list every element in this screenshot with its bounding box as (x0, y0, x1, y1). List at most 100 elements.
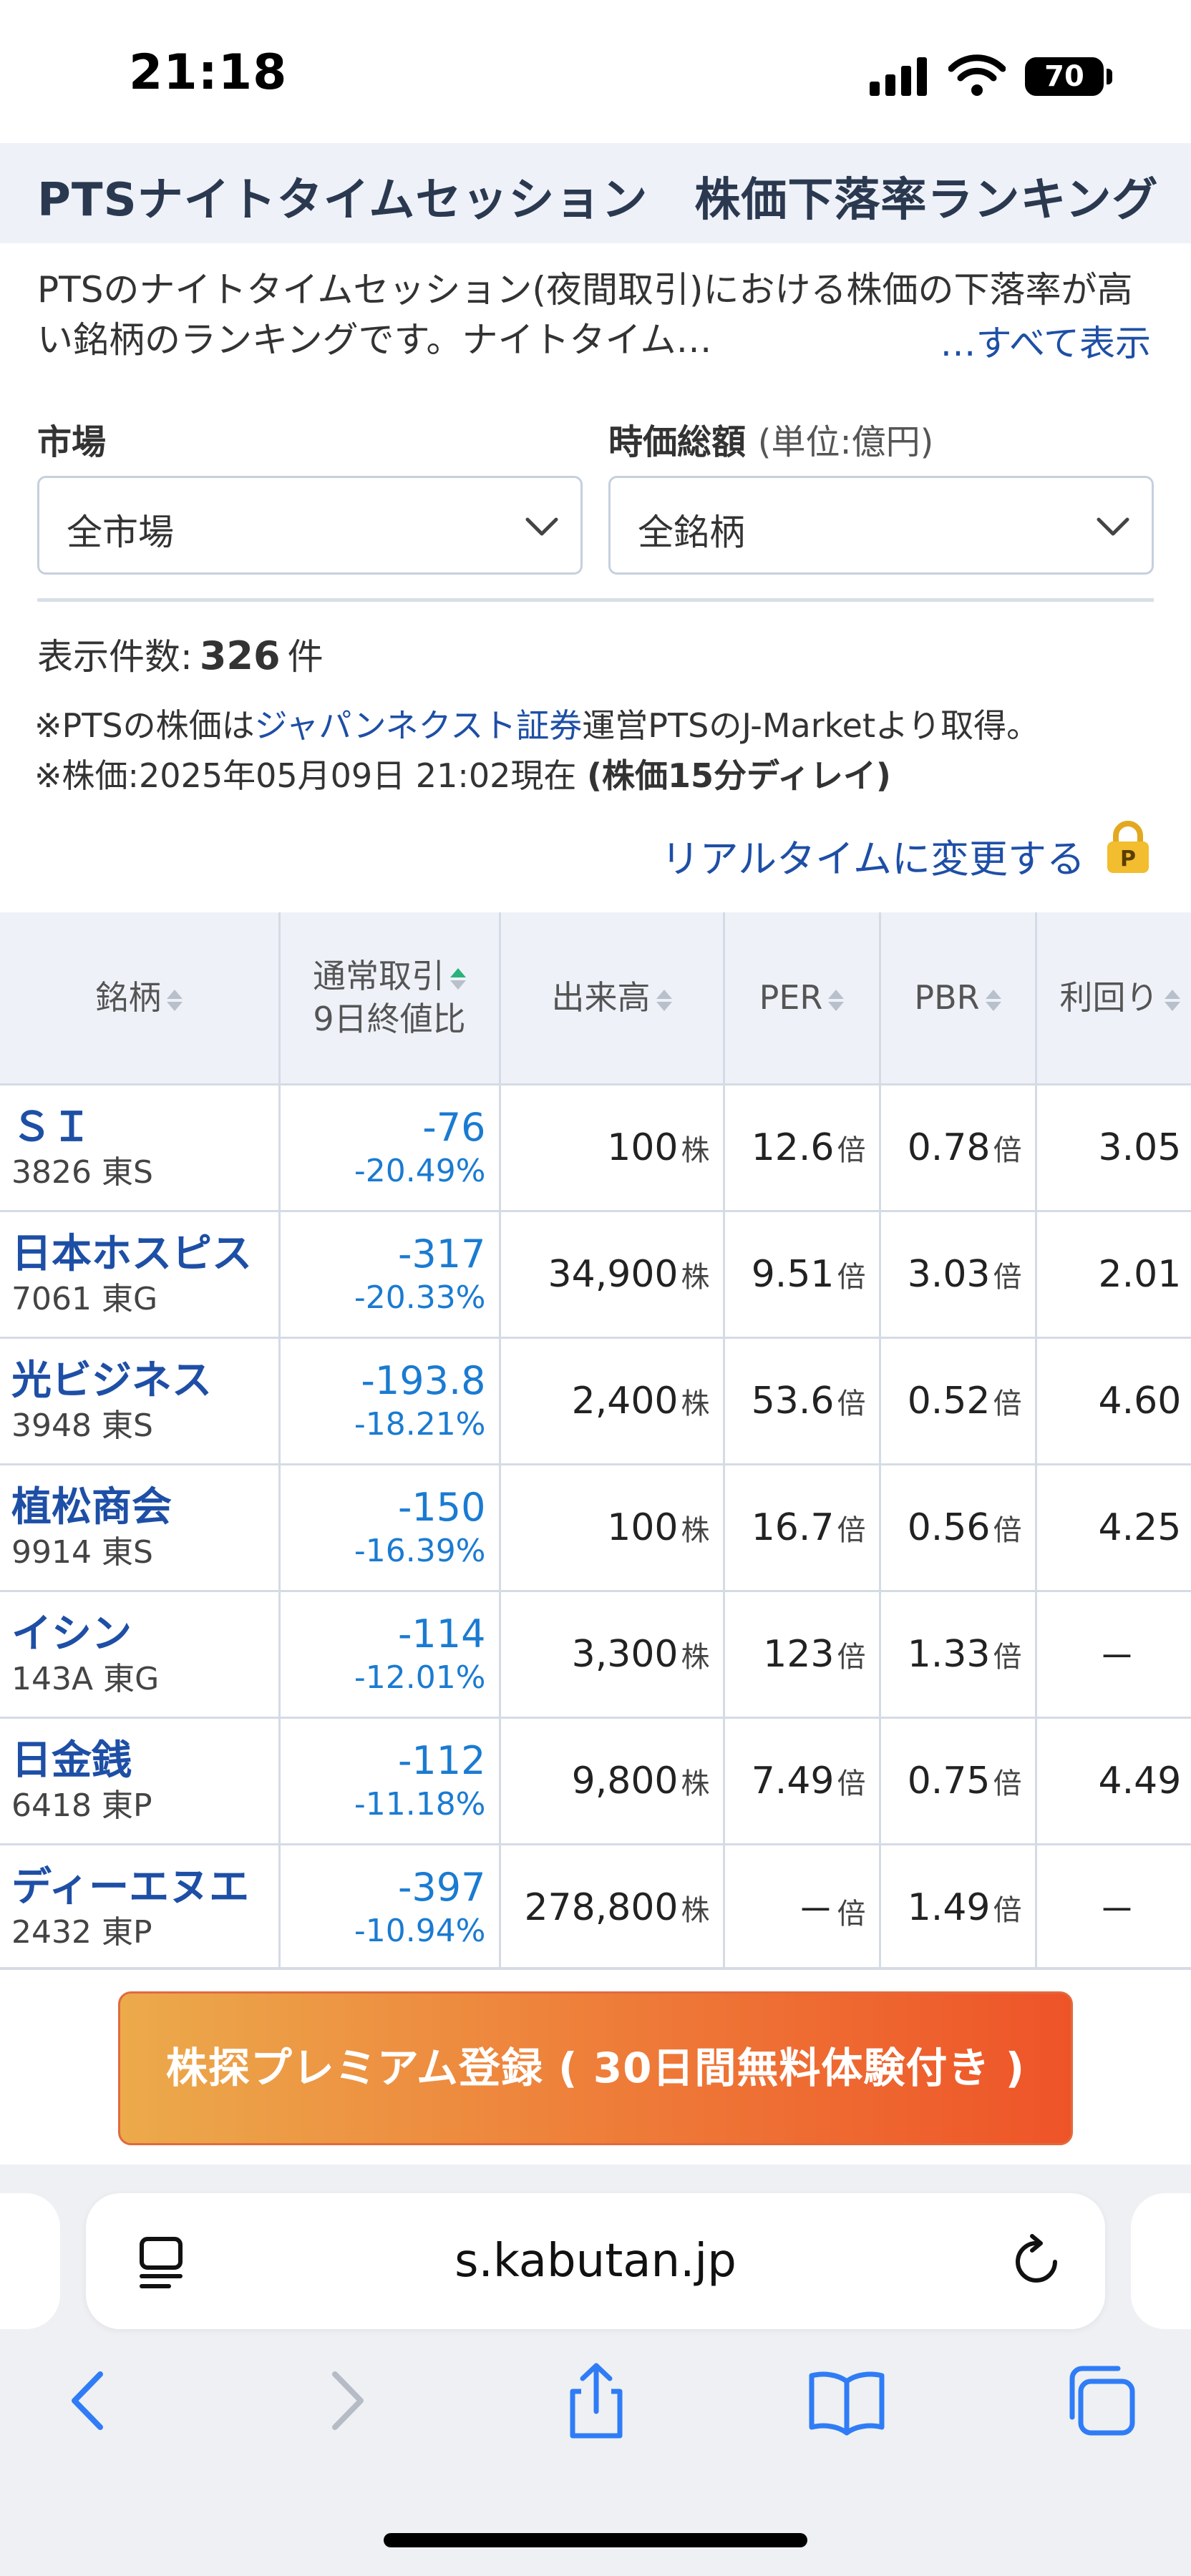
per-cell: 16.7 倍 (722, 1463, 881, 1592)
table-row[interactable]: 日本ホスピス 7061 東G -317 -20.33% 34,900 株 9.51 倍 3.03… (0, 1209, 1191, 1339)
status-bar: 21:18 70 (0, 0, 1191, 143)
premium-lock-icon[interactable]: P (1106, 820, 1150, 874)
volume-cell: 278,800 株 (498, 1843, 725, 1967)
change-percent: -11.18% (354, 1785, 486, 1823)
stock-cell[interactable]: 日本ホスピス 7061 東G (0, 1209, 281, 1339)
change-cell: -317 -20.33% (278, 1209, 501, 1339)
premium-signup-button[interactable]: 株探プレミアム登録 ( 30日間無料体験付き ) (118, 1991, 1073, 2145)
change-percent: -20.49% (354, 1152, 486, 1189)
home-indicator (384, 2533, 807, 2547)
chevron-down-icon (525, 517, 558, 536)
yield-cell: 2.01 (1034, 1209, 1191, 1339)
yield-cell: 3.05 (1034, 1083, 1191, 1212)
table-row[interactable]: ディーエヌエ 2432 東P -397 -10.94% 278,800 株－倍 1.49 倍－ (0, 1843, 1191, 1967)
realtime-link[interactable]: リアルタイムに変更する (661, 836, 1085, 882)
cellular-signal-icon (870, 56, 927, 96)
yield-cell: 4.60 (1034, 1336, 1191, 1465)
per-cell: 53.6 倍 (722, 1336, 881, 1465)
table-row[interactable]: 日金銭 6418 東P -112 -11.18% 9,800 株 7.49 倍 0.75 倍 4.4… (0, 1716, 1191, 1845)
back-icon[interactable] (50, 2361, 129, 2440)
stock-cell[interactable]: 日金銭 6418 東P (0, 1716, 281, 1845)
stock-code: 143A 東G (11, 1660, 160, 1697)
chevron-down-icon (1097, 517, 1129, 536)
stock-code: 2432 東P (11, 1913, 152, 1951)
cap-select[interactable]: 全銘柄 (608, 476, 1154, 575)
change-cell: -76 -20.49% (278, 1083, 501, 1212)
sort-icon (985, 988, 1001, 1013)
change-cell: -114 -12.01% (278, 1589, 501, 1719)
page-description: PTSのナイトタイムセッション(夜間取引)における株価の下落率が高い銘柄のランキ… (37, 269, 1133, 361)
change-value: -397 (397, 1864, 486, 1910)
stock-name-link[interactable]: 光ビジネス (11, 1357, 212, 1404)
stock-name-link[interactable]: 日金銭 (11, 1737, 132, 1784)
per-cell: －倍 (722, 1843, 881, 1967)
change-value: -193.8 (361, 1357, 486, 1403)
wifi-icon (948, 54, 1006, 96)
japannext-link[interactable]: ジャパンネクスト証券 (254, 706, 583, 745)
stock-cell[interactable]: ディーエヌエ 2432 東P (0, 1843, 281, 1967)
reload-icon[interactable] (1011, 2233, 1065, 2290)
pbr-cell: 0.52 倍 (878, 1336, 1037, 1465)
pbr-cell: 0.78 倍 (878, 1083, 1037, 1212)
stock-cell[interactable]: 植松商会 9914 東S (0, 1463, 281, 1592)
share-icon[interactable] (557, 2361, 636, 2440)
address-bar[interactable]: s.kabutan.jp (86, 2193, 1105, 2329)
change-percent: -18.21% (354, 1405, 486, 1443)
cap-filter-label: 時価総額 (単位:億円) (608, 422, 934, 462)
col-header-volume[interactable]: 出来高 (498, 912, 725, 1085)
svg-text:P: P (1120, 847, 1136, 872)
per-cell: 12.6 倍 (722, 1083, 881, 1212)
stock-code: 7061 東G (11, 1280, 158, 1317)
page-title: PTSナイトタイムセッション 株価下落率ランキング (37, 174, 1159, 227)
next-tab-peek[interactable] (1131, 2193, 1191, 2329)
stock-cell[interactable]: ＳＩ 3826 東S (0, 1083, 281, 1212)
col-header-yield[interactable]: 利回り (1034, 912, 1191, 1085)
volume-cell: 9,800 株 (498, 1716, 725, 1845)
yield-cell: 4.49 (1034, 1716, 1191, 1845)
change-value: -76 (422, 1104, 486, 1150)
stock-cell[interactable]: 光ビジネス 3948 東S (0, 1336, 281, 1465)
stock-name-link[interactable]: ディーエヌエ (11, 1863, 250, 1911)
pbr-cell: 0.56 倍 (878, 1463, 1037, 1592)
table-row[interactable]: 植松商会 9914 東S -150 -16.39% 100 株 16.7 倍 0.56 倍 4.25 (0, 1463, 1191, 1592)
show-all-link[interactable]: …すべて表示 (940, 323, 1152, 364)
tabs-icon[interactable] (1061, 2361, 1139, 2440)
stock-name-link[interactable]: ＳＩ (11, 1103, 92, 1151)
stock-name-link[interactable]: イシン (11, 1610, 132, 1657)
status-time: 21:18 (129, 44, 288, 101)
col-header-name[interactable]: 銘柄 (0, 912, 281, 1085)
stock-code: 3948 東S (11, 1407, 153, 1444)
stock-cell[interactable]: イシン 143A 東G (0, 1589, 281, 1719)
table-row[interactable]: 光ビジネス 3948 東S -193.8 -18.21% 2,400 株 53.6 倍 0.52… (0, 1336, 1191, 1465)
sort-ascending-icon (450, 967, 466, 991)
bookmarks-icon[interactable] (807, 2361, 886, 2440)
url-text: s.kabutan.jp (454, 2235, 737, 2288)
change-value: -150 (397, 1484, 486, 1530)
table-row[interactable]: イシン 143A 東G -114 -12.01% 3,300 株 123 倍 1.33 倍－ (0, 1589, 1191, 1719)
change-percent: -20.33% (354, 1279, 486, 1316)
change-cell: -150 -16.39% (278, 1463, 501, 1592)
cap-select-value: 全銘柄 (638, 512, 745, 553)
divider (37, 598, 1154, 602)
change-percent: -12.01% (354, 1659, 486, 1696)
battery-tip (1107, 69, 1112, 84)
result-count: 表示件数: 326 件 (37, 633, 324, 678)
sort-icon (167, 988, 183, 1013)
source-note: ※PTSの株価はジャパンネクスト証券運営PTSのJ-Marketより取得。 (34, 706, 1040, 745)
col-header-pbr[interactable]: PBR (878, 912, 1037, 1085)
previous-tab-peek[interactable] (0, 2193, 60, 2329)
stock-code: 3826 東S (11, 1153, 153, 1191)
stock-name-link[interactable]: 日本ホスピス (11, 1230, 252, 1277)
stock-name-link[interactable]: 植松商会 (11, 1483, 172, 1531)
yield-cell: 4.25 (1034, 1463, 1191, 1592)
col-header-per[interactable]: PER (722, 912, 881, 1085)
change-value: -112 (397, 1737, 486, 1783)
table-row[interactable]: ＳＩ 3826 東S -76 -20.49% 100 株 12.6 倍 0.78 倍 3.05 (0, 1083, 1191, 1212)
col-header-change[interactable]: 通常取引 9日終値比 (278, 912, 501, 1085)
market-select[interactable]: 全市場 (37, 476, 583, 575)
volume-cell: 100 株 (498, 1083, 725, 1212)
yield-cell: － (1034, 1843, 1191, 1967)
change-cell: -112 -11.18% (278, 1716, 501, 1845)
page-menu-icon[interactable] (136, 2235, 186, 2289)
forward-icon[interactable] (306, 2361, 385, 2440)
